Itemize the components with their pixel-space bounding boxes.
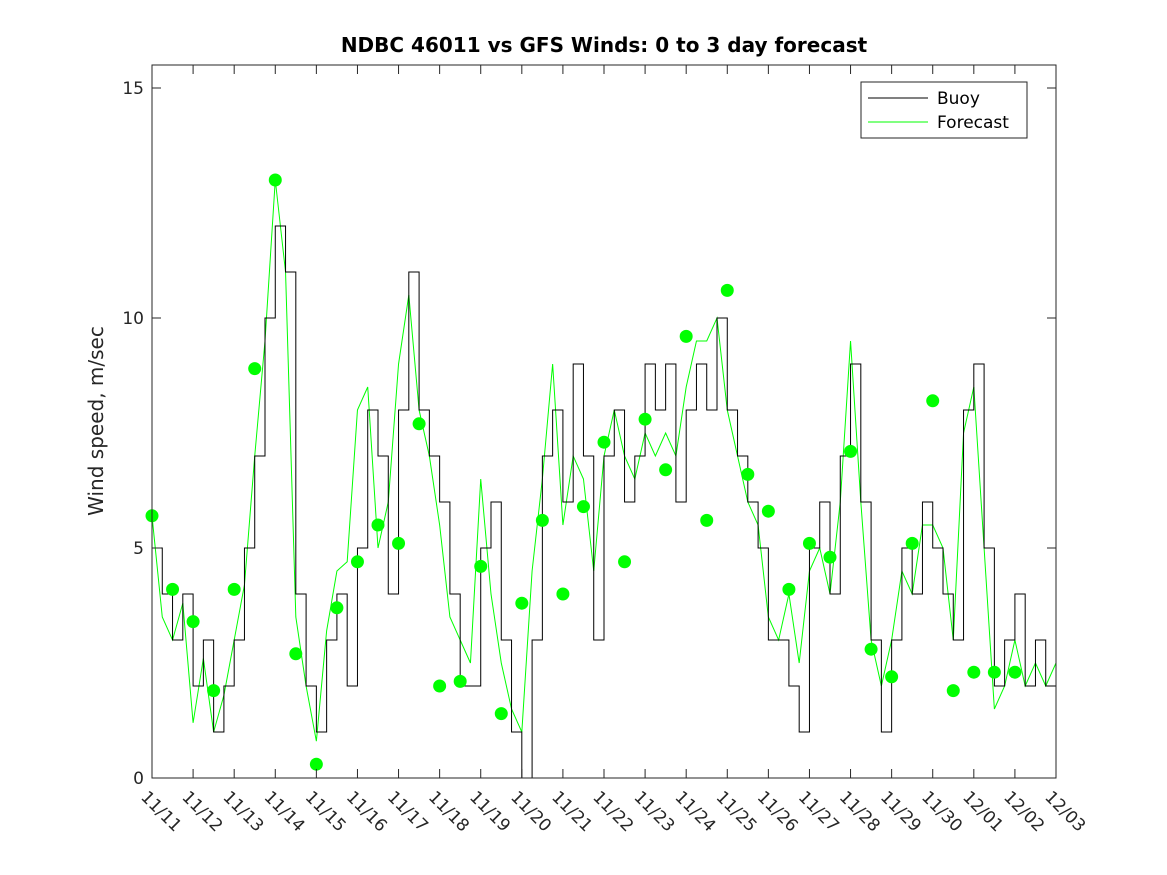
forecast-point [166,582,180,596]
forecast-point [350,555,364,569]
series-layer [151,179,1057,779]
forecast-point [802,536,816,550]
forecast-point [1008,665,1022,679]
y-tick-label: 0 [133,769,144,789]
legend-buoy-label: Buoy [937,89,980,109]
y-tick-label: 10 [122,309,144,329]
forecast-point [946,684,960,698]
forecast-point [987,665,1001,679]
forecast-point [926,394,940,408]
forecast-point [823,550,837,564]
forecast-point [659,463,673,477]
forecast-point [720,283,734,297]
forecast-point [186,615,200,629]
forecast-point [741,467,755,481]
forecast-point [207,684,221,698]
forecast-point [864,642,878,656]
forecast-point [700,513,714,527]
forecast-point [309,757,323,771]
forecast-point [576,500,590,514]
forecast-point [289,647,303,661]
forecast-point [474,559,488,573]
forecast-point [556,587,570,601]
y-tick-label: 5 [133,539,144,559]
forecast-point [268,173,282,187]
forecast-point [412,417,426,431]
forecast-point [597,435,611,449]
forecast-point [248,362,262,376]
forecast-point [371,518,385,532]
forecast-point [679,329,693,343]
legend-forecast-label: Forecast [937,113,1009,133]
y-axis-label: Wind speed, m/sec [84,326,108,516]
forecast-point [515,596,529,610]
legend-box [860,81,1028,139]
forecast-point [392,536,406,550]
forecast-point [453,674,467,688]
series-line-buoy [152,225,1056,779]
chart-title: NDBC 46011 vs GFS Winds: 0 to 3 day fore… [341,33,868,57]
forecast-point [885,670,899,684]
y-axis: 0 5 10 15 [122,79,1056,789]
forecast-point [618,555,632,569]
forecast-point [761,504,775,518]
forecast-point [967,665,981,679]
forecast-point [782,582,796,596]
y-tick-label: 15 [122,79,144,99]
forecast-point [905,536,919,550]
forecast-point [638,412,652,426]
plot-area [152,65,1056,778]
forecast-point [227,582,241,596]
forecast-point [494,707,508,721]
forecast-point [433,679,447,693]
legend: Buoy Forecast [860,81,1028,139]
forecast-point [844,444,858,458]
forecast-point [535,513,549,527]
forecast-point [330,601,344,615]
